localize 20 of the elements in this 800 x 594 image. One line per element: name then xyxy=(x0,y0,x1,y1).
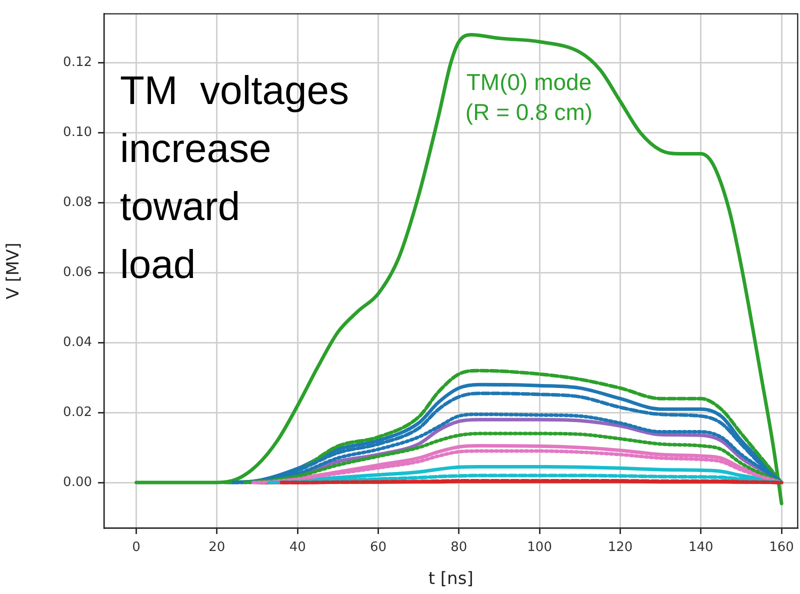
annotation: TM voltages increase toward load xyxy=(120,68,349,287)
y-tick-label: 0.12 xyxy=(63,55,92,70)
y-tick-label: 0.06 xyxy=(63,265,92,280)
x-tick-label: 40 xyxy=(289,540,306,556)
y-tick-label: 0.10 xyxy=(63,125,92,140)
y-tick-label: 0.00 xyxy=(63,474,92,490)
x-tick-label: 0 xyxy=(132,540,140,556)
y-axis-title: V [MV] xyxy=(4,242,24,300)
x-tick-label: 60 xyxy=(370,540,387,556)
x-axis-title: t [ns] xyxy=(428,569,474,590)
x-tick-label: 160 xyxy=(769,540,794,556)
x-tick-label: 20 xyxy=(208,540,226,556)
y-tick-label: 0.08 xyxy=(63,195,92,210)
x-tick-label: 100 xyxy=(527,540,552,556)
y-tick-label: 0.04 xyxy=(63,334,92,350)
x-tick-label: 140 xyxy=(688,540,714,556)
x-tick-label: 80 xyxy=(450,540,468,556)
series-label: TM(0) mode (R = 0.8 cm) xyxy=(465,68,593,125)
y-tick-label: 0.02 xyxy=(63,404,92,420)
x-tick-label: 120 xyxy=(608,540,633,556)
